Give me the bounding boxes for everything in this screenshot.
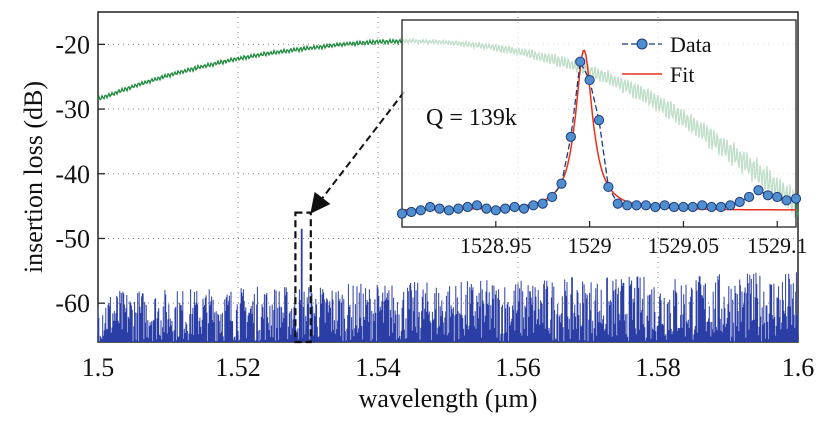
data-point [640, 200, 652, 211]
data-point [537, 198, 548, 209]
data-point [790, 193, 802, 204]
main-x-tick-label: 1.56 [495, 353, 541, 382]
data-point [706, 201, 717, 213]
data-point [715, 201, 727, 213]
data-point [434, 203, 445, 214]
main-x-tick-label: 1.5 [82, 353, 115, 382]
data-point [518, 203, 530, 214]
data-point [772, 191, 783, 203]
legend-fit-label: Fit [670, 62, 694, 87]
q-factor-annotation: Q = 139k [426, 105, 517, 131]
zoom-box [294, 211, 312, 344]
data-point [443, 205, 455, 216]
data-point [396, 208, 408, 219]
main-y-tick-label: -50 [55, 224, 90, 253]
data-point [509, 201, 520, 213]
legend-data-marker [636, 38, 648, 50]
data-point [415, 205, 426, 216]
zoom-arrow [310, 91, 405, 214]
main-x-tick-label: 1.52 [215, 353, 261, 382]
data-point [462, 201, 473, 213]
data-point [650, 201, 661, 213]
main-x-tick-label: 1.54 [355, 353, 401, 382]
data-point [781, 195, 792, 206]
inset-x-ticks: 1528.95 1529 1529.05 1529.1 [460, 221, 807, 258]
data-point [425, 201, 436, 213]
inset-x-tick-label: 1529.1 [747, 233, 808, 258]
data-point [659, 200, 670, 211]
data-point [593, 115, 605, 126]
main-x-tick-label: 1.6 [782, 353, 815, 382]
data-point [678, 201, 689, 213]
data-point [697, 200, 708, 211]
data-point [575, 56, 586, 67]
data-point [546, 191, 558, 203]
data-point [631, 200, 642, 211]
main-y-tick-label: -20 [55, 30, 90, 59]
data-point [734, 196, 745, 208]
inset-x-tick-label: 1529 [568, 233, 612, 258]
inset-x-tick-label: 1528.95 [460, 233, 532, 258]
data-point [743, 191, 755, 203]
data-point [687, 201, 698, 213]
data-point [725, 200, 736, 211]
data-point [584, 74, 595, 86]
main-y-ticks: -60 -50 -40 -30 -20 [55, 30, 105, 318]
data-point [622, 200, 633, 211]
data-point [556, 178, 567, 189]
y-axis-label: insertion loss (dB) [19, 81, 48, 273]
series-data-points [396, 56, 802, 219]
data-point [668, 201, 680, 213]
data-point [603, 181, 614, 193]
legend: Data Fit [622, 32, 712, 87]
data-point [612, 198, 623, 209]
main-y-tick-label: -60 [55, 289, 90, 318]
main-y-tick-label: -40 [55, 160, 90, 189]
inset-x-tick-label: 1529.05 [648, 233, 720, 258]
main-y-tick-label: -30 [55, 95, 90, 124]
data-point [490, 205, 501, 216]
data-point [565, 131, 576, 142]
x-axis-label: wavelength (µm) [359, 384, 538, 413]
legend-data-label: Data [670, 32, 712, 57]
data-point [528, 200, 539, 211]
data-point [406, 206, 417, 218]
series-blue-noise [97, 272, 799, 342]
data-point [753, 185, 764, 196]
data-point [471, 200, 483, 211]
data-point [481, 203, 492, 214]
main-x-tick-label: 1.58 [635, 353, 681, 382]
data-point [453, 203, 464, 214]
inset-plot: 1528.95 1529 1529.05 1529.1 Q = 139k Data F… [396, 19, 807, 258]
data-point [500, 203, 511, 214]
data-point [762, 190, 773, 201]
